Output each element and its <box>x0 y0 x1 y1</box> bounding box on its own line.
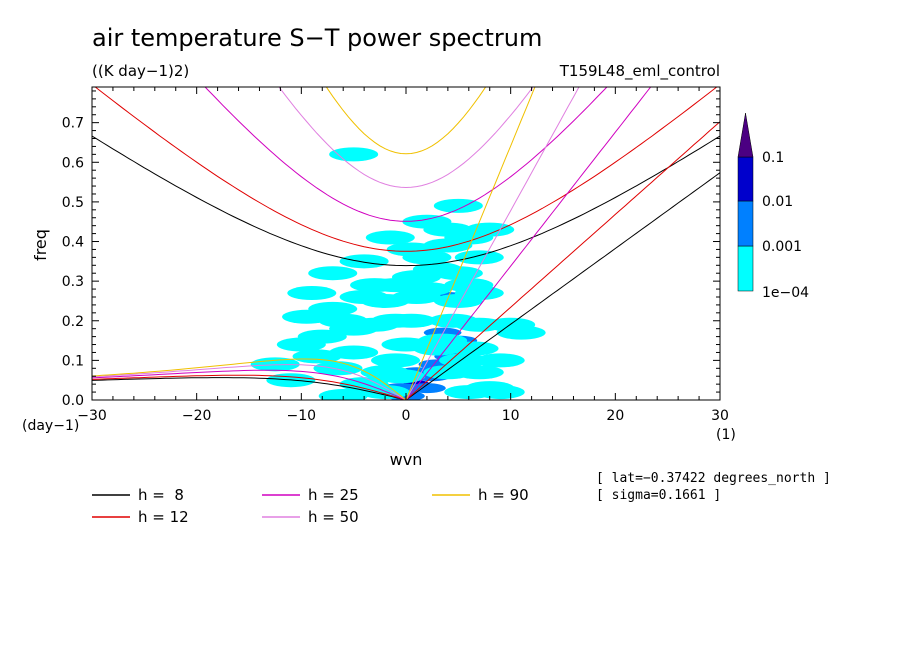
y-tick-label-3: 0.3 <box>62 274 84 290</box>
legend-label-1: h = 12 <box>138 508 189 526</box>
colorbar-segment-0 <box>737 245 754 292</box>
spectrum-patch-53 <box>292 349 342 364</box>
kelvin-curve-0 <box>405 172 720 400</box>
y-axis-title: freq <box>31 229 50 261</box>
legend-label-4: h = 90 <box>478 486 529 504</box>
legend-label-3: h = 50 <box>308 508 359 526</box>
kelvin-curve-1 <box>405 121 720 400</box>
y-tick-label-2: 0.2 <box>62 314 84 330</box>
spectrum-patch-26 <box>465 222 515 237</box>
x-unit-label: (1) <box>716 427 736 443</box>
spectrum-patch-43 <box>339 289 389 304</box>
rossby-curve-4 <box>92 358 407 400</box>
legend-label-0: h = 8 <box>138 486 184 504</box>
spectrum-patch-60 <box>318 389 368 400</box>
ig-curve-3 <box>278 87 534 189</box>
colorbar-label-1: 0.01 <box>762 194 793 210</box>
colorbar-segment-2 <box>737 156 754 202</box>
run-label: T159L48_eml_control <box>559 62 720 81</box>
x-tick-label-3: 0 <box>402 408 411 424</box>
spectrum-patch-66 <box>365 230 415 245</box>
colorbar-label-2: 0.001 <box>762 239 802 255</box>
x-axis: −30 −20 −10 0 10 20 30 <box>77 87 729 424</box>
spectrum-patch-30 <box>454 365 504 380</box>
spectrum-patch-29 <box>449 341 499 356</box>
spectrum-patch-54 <box>276 337 326 352</box>
spectrum-patch-52 <box>313 361 363 376</box>
spectrum-patch-64 <box>386 313 436 328</box>
x-tick-label-4: 10 <box>502 408 520 424</box>
spectrum-patch-14 <box>439 353 489 368</box>
spectrum-patch-33 <box>475 353 525 368</box>
colorbar: 0.1 0.01 0.001 1e−04 <box>737 112 809 301</box>
x-tick-label-5: 20 <box>606 408 624 424</box>
ig-curve-1 <box>94 87 718 252</box>
y-axis: 0.0 0.1 0.2 0.3 0.4 0.5 0.6 0.7 <box>62 90 720 409</box>
chart-units: ((K day−1)2) <box>92 62 189 80</box>
spectrum-patch-72 <box>329 147 379 162</box>
y-tick-label-6: 0.6 <box>62 155 84 171</box>
spectrum-patch-70 <box>386 242 436 257</box>
y-tick-label-7: 0.7 <box>62 116 84 132</box>
sigma-note: [ sigma=0.1661 ] <box>596 488 721 503</box>
rossby-curve-3 <box>92 364 407 400</box>
kelvin-curve-3 <box>405 87 580 400</box>
spectrum-patch-63 <box>282 309 332 324</box>
kelvin-curve-2 <box>405 87 652 400</box>
spectrum-patch-37 <box>371 353 421 368</box>
spectrum-patch-27 <box>454 250 504 265</box>
rossby-curve-2 <box>92 369 407 400</box>
x-tick-label-1: −20 <box>182 408 212 424</box>
spectrum-patch-57 <box>339 254 389 269</box>
ig-curve-2 <box>204 87 608 222</box>
kelvin-curve-4 <box>405 87 536 400</box>
spectrum-patch-55 <box>287 286 337 301</box>
x-axis-title: wvn <box>390 450 423 469</box>
rossby-curve-1 <box>92 374 407 400</box>
spectrum-patch-45 <box>391 270 441 285</box>
spectrum-patch-69 <box>475 385 525 400</box>
y-tick-label-5: 0.5 <box>62 195 84 211</box>
colorbar-extend-arrow <box>737 112 754 158</box>
chart-title: air temperature S−T power spectrum <box>92 24 542 52</box>
x-tick-label-2: −10 <box>287 408 317 424</box>
spectrum-patch-35 <box>496 325 546 340</box>
colorbar-label-0: 0.1 <box>762 150 784 166</box>
y-unit-label: (day−1) <box>22 418 79 434</box>
rossby-curve-0 <box>92 377 407 400</box>
spectrum-patch-25 <box>433 198 483 213</box>
spectrum-patch-39 <box>381 337 431 352</box>
legend-label-2: h = 25 <box>308 486 359 504</box>
ig-curve-4 <box>325 87 487 155</box>
x-tick-label-0: −30 <box>77 408 107 424</box>
y-tick-label-1: 0.1 <box>62 353 84 369</box>
latitude-note: [ lat=−0.37422 degrees_north ] <box>596 471 831 486</box>
spectrum-patch-56 <box>308 266 358 281</box>
colorbar-label-3: 1e−04 <box>762 285 809 301</box>
x-tick-label-6: 30 <box>711 408 729 424</box>
colorbar-segment-1 <box>737 200 754 247</box>
y-tick-label-0: 0.0 <box>62 393 84 409</box>
dispersion-curves <box>92 87 720 400</box>
ig-curve-0 <box>92 135 720 267</box>
spectrum-patch-38 <box>360 365 410 380</box>
legend: h = 8 h = 12 h = 25 h = 50 h = 90 <box>92 486 529 526</box>
spectrum-patch-67 <box>423 222 473 237</box>
y-tick-label-4: 0.4 <box>62 235 84 251</box>
